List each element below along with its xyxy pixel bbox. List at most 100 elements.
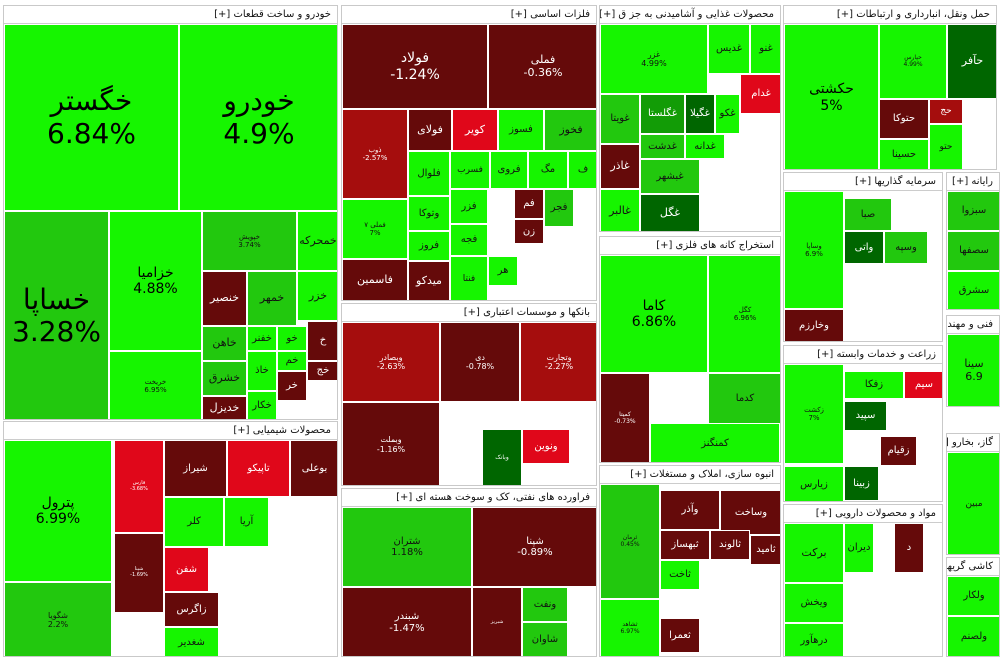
stock-tile[interactable]: ثاخت: [660, 560, 700, 590]
stock-tile[interactable]: ولکار: [947, 576, 999, 616]
stock-tile[interactable]: زبینا: [844, 466, 879, 501]
stock-tile[interactable]: مگ: [528, 151, 568, 189]
stock-tile[interactable]: حج: [929, 99, 963, 124]
stock-tile[interactable]: حسینا: [879, 139, 929, 169]
stock-tile[interactable]: وبملت -1.16%: [342, 402, 440, 485]
stock-tile[interactable]: سشرق: [947, 271, 999, 309]
stock-tile[interactable]: خاهن: [202, 326, 247, 361]
stock-tile[interactable]: شگویا 2.2%: [4, 582, 112, 656]
stock-tile[interactable]: غگلستا: [640, 94, 685, 134]
stock-tile[interactable]: حپارس 4.99%: [879, 24, 947, 99]
stock-tile[interactable]: شغدیر: [164, 627, 219, 656]
stock-tile[interactable]: وساخت: [720, 490, 780, 535]
stock-tile[interactable]: فخوز: [544, 109, 596, 151]
sector-title[interactable]: سرمایه گذاریها [+]: [784, 173, 942, 191]
sector-title[interactable]: فلزات اساسی [+]: [342, 6, 596, 24]
stock-tile[interactable]: کگل 6.96%: [708, 255, 780, 373]
stock-tile[interactable]: شاوان: [522, 622, 568, 656]
stock-tile[interactable]: زفکا: [844, 371, 904, 399]
stock-tile[interactable]: زاگرس: [164, 592, 219, 627]
stock-tile[interactable]: خم: [277, 351, 307, 371]
stock-tile[interactable]: شیراز: [164, 440, 227, 497]
stock-tile[interactable]: خشرق: [202, 361, 247, 396]
stock-tile[interactable]: شبندر -1.47%: [342, 587, 472, 656]
stock-tile[interactable]: ثالوند: [710, 530, 750, 560]
stock-tile[interactable]: دی -0.78%: [440, 322, 520, 402]
stock-tile[interactable]: خج: [307, 361, 337, 381]
stock-tile[interactable]: غکو: [715, 94, 740, 134]
stock-tile[interactable]: پترول 6.99%: [4, 440, 112, 582]
stock-tile[interactable]: واتی: [844, 231, 884, 264]
stock-tile[interactable]: ذوب -2.57%: [342, 109, 408, 199]
stock-tile[interactable]: فسرب: [450, 151, 490, 189]
sector-title[interactable]: بانکها و موسسات اعتباری [+]: [342, 304, 596, 322]
stock-tile[interactable]: خریخت 6.95%: [109, 351, 202, 419]
stock-tile[interactable]: ونوین: [522, 429, 570, 464]
stock-tile[interactable]: کمیتا -0.73%: [600, 373, 650, 462]
stock-tile[interactable]: کویر: [452, 109, 498, 151]
stock-tile[interactable]: خو: [277, 326, 307, 351]
stock-tile[interactable]: فاسمین: [342, 259, 408, 300]
stock-tile[interactable]: غنو: [750, 24, 780, 74]
stock-tile[interactable]: حتو: [929, 124, 963, 169]
stock-tile[interactable]: خودرو 4.9%: [179, 24, 337, 211]
stock-tile[interactable]: وآذر: [660, 490, 720, 530]
stock-tile[interactable]: ولصنم: [947, 616, 999, 656]
stock-tile[interactable]: وتجارت -2.27%: [520, 322, 596, 402]
stock-tile[interactable]: زقیام: [880, 436, 917, 466]
stock-tile[interactable]: خمهر: [247, 271, 297, 326]
stock-tile[interactable]: غبشهر: [640, 159, 700, 194]
stock-tile[interactable]: سینا 6.9: [947, 334, 999, 406]
stock-tile[interactable]: خزامیا 4.88%: [109, 211, 202, 351]
stock-tile[interactable]: برکت: [784, 523, 844, 583]
stock-tile[interactable]: هر: [488, 256, 518, 286]
stock-tile[interactable]: سپید: [844, 401, 887, 431]
stock-tile[interactable]: فولای: [408, 109, 452, 151]
stock-tile[interactable]: ثرمان 0.45%: [600, 484, 660, 599]
stock-tile[interactable]: خساپا 3.28%: [4, 211, 109, 419]
stock-tile[interactable]: ثعمرا: [660, 618, 700, 653]
stock-tile[interactable]: کدما: [708, 373, 780, 425]
stock-tile[interactable]: خفنر: [247, 326, 277, 351]
stock-tile[interactable]: خر: [277, 371, 307, 401]
stock-tile[interactable]: دیران: [844, 523, 874, 573]
stock-tile[interactable]: خ: [307, 321, 337, 361]
stock-tile[interactable]: خپویش 3.74%: [202, 211, 297, 271]
stock-tile[interactable]: حتوکا: [879, 99, 929, 139]
stock-tile[interactable]: خنصیر: [202, 271, 247, 326]
stock-tile[interactable]: زکشت 7%: [784, 364, 844, 464]
stock-tile[interactable]: شپنا -0.89%: [472, 507, 596, 587]
stock-tile[interactable]: مبین: [947, 452, 999, 554]
stock-tile[interactable]: غاذر: [600, 144, 640, 189]
stock-tile[interactable]: غگل: [640, 194, 700, 231]
stock-tile[interactable]: بوعلی: [290, 440, 337, 497]
stock-tile[interactable]: وسپه: [884, 231, 928, 264]
stock-tile[interactable]: غزر 4.99%: [600, 24, 708, 94]
sector-title[interactable]: فراورده های نفتی، کک و سوخت هسته ای [+]: [342, 489, 596, 507]
stock-tile[interactable]: غگیلا: [685, 94, 715, 134]
stock-tile[interactable]: خاذ: [247, 351, 277, 391]
stock-tile[interactable]: شپنا -1.69%: [114, 533, 164, 613]
stock-tile[interactable]: فنتا: [450, 256, 488, 300]
stock-tile[interactable]: فملی -0.36%: [488, 24, 596, 109]
stock-tile[interactable]: خکار: [247, 391, 277, 419]
stock-tile[interactable]: ویخش: [784, 583, 844, 623]
sector-title[interactable]: زراعت و خدمات وابسته [+]: [784, 346, 942, 364]
stock-tile[interactable]: فسوز: [498, 109, 544, 151]
stock-tile[interactable]: وتوکا: [408, 196, 450, 231]
sector-title[interactable]: خودرو و ساخت قطعات [+]: [4, 6, 337, 24]
stock-tile[interactable]: غدشت: [640, 134, 685, 159]
stock-tile[interactable]: حکشتی 5%: [784, 24, 879, 169]
stock-tile[interactable]: فارس -3.68%: [114, 440, 164, 533]
stock-tile[interactable]: زن: [514, 219, 544, 244]
sector-title[interactable]: کاشی گریهای [+]: [947, 558, 999, 576]
stock-tile[interactable]: فولاد -1.24%: [342, 24, 488, 109]
stock-tile[interactable]: فروی: [490, 151, 528, 189]
sector-title[interactable]: حمل ونقل، انبارداری و ارتباطات [+]: [784, 6, 996, 24]
stock-tile[interactable]: غویتا: [600, 94, 640, 144]
stock-tile[interactable]: خمحرکه: [297, 211, 337, 271]
stock-tile[interactable]: کلر: [164, 497, 224, 547]
stock-tile[interactable]: د: [894, 523, 924, 573]
stock-tile[interactable]: سبزوا: [947, 191, 999, 231]
